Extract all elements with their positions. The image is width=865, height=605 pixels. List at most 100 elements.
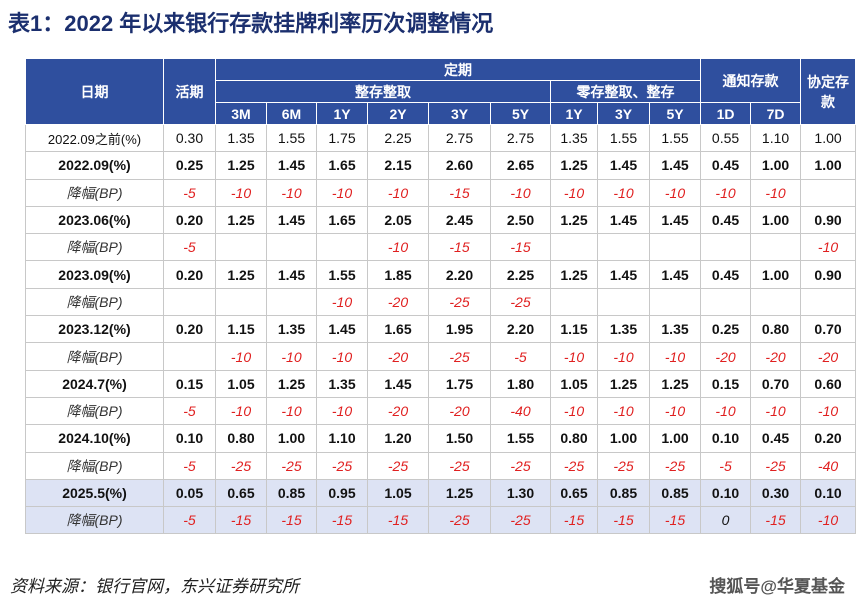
table-cell: 0.10 [700, 424, 752, 453]
table-cell: 1.25 [550, 151, 598, 180]
table-cell: -15 [648, 506, 702, 535]
table-cell: 1.00 [648, 424, 702, 453]
table-cell: -20 [428, 396, 491, 426]
table-cell [163, 287, 216, 317]
table-cell: 降幅(BP) [25, 342, 164, 371]
table-cell: 0.65 [215, 478, 267, 508]
table-cell: 降幅(BP) [25, 506, 164, 535]
table-cell [266, 287, 317, 317]
table-cell: 0.20 [163, 315, 216, 344]
table-cell: -5 [163, 506, 216, 535]
table-cell: -15 [750, 506, 802, 535]
table-cell [648, 287, 702, 317]
table-cell: 1.10 [316, 424, 368, 453]
table-cell: 2.20 [428, 260, 491, 289]
table-cell: 2022.09(%) [25, 151, 164, 180]
table-cell: 1.75 [316, 123, 368, 153]
table-cell: 1.00 [800, 151, 857, 180]
header-cell: 整存整取 [215, 80, 551, 103]
table-cell: -10 [490, 178, 551, 207]
table-cell: -25 [215, 451, 267, 480]
table-cell [700, 287, 752, 317]
table-cell: -10 [316, 178, 368, 207]
table-cell: 0.90 [800, 260, 857, 289]
table-cell: 1.80 [490, 369, 551, 398]
table-cell: 1.00 [597, 424, 650, 453]
table-cell: 2022.09之前(%) [25, 123, 164, 153]
table-cell: 1.85 [367, 260, 429, 289]
table-cell: -20 [367, 342, 429, 371]
table-cell: -10 [215, 396, 267, 426]
table-cell: -20 [800, 342, 857, 371]
table-row: 2023.09(%) 0.20 1.25 1.45 1.55 1.85 2.20 2.25 1.… [25, 260, 857, 289]
table-cell: -25 [550, 451, 598, 480]
table-cell: -20 [750, 342, 802, 371]
title: 表1：2022 年以来银行存款挂牌利率历次调整情况 [8, 11, 494, 36]
table-cell: -25 [648, 451, 702, 480]
table-cell [597, 287, 650, 317]
table-cell: -10 [597, 342, 650, 371]
table-cell: -20 [367, 287, 429, 317]
table-cell: 1.35 [316, 369, 368, 398]
table-cell: -10 [648, 178, 702, 207]
table-cell: 0.85 [597, 478, 650, 508]
table-cell: 2023.06(%) [25, 205, 164, 235]
table-cell: -10 [597, 396, 650, 426]
header-cell: 3M [215, 102, 267, 125]
table-cell: 1.05 [367, 478, 429, 508]
table-cell: 1.45 [597, 151, 650, 180]
table-row: 降幅(BP) -5 -25 -25 -25 -25 -25 -25 -25 -25 -25 -5 -25… [25, 451, 857, 480]
table-cell: 0.25 [163, 151, 216, 180]
table-cell: -10 [597, 178, 650, 207]
table-cell: -10 [800, 233, 857, 262]
table-cell: 0.10 [800, 478, 857, 508]
header-cell: 2Y [367, 102, 429, 125]
table-cell: -25 [490, 451, 551, 480]
table-cell: 2023.09(%) [25, 260, 164, 289]
table-cell: 0.95 [316, 478, 368, 508]
table-cell: 1.00 [800, 123, 857, 153]
table-cell: 1.45 [648, 151, 702, 180]
watermark: 搜狐号@华夏基金 [709, 577, 845, 596]
table-cell: -10 [215, 342, 267, 371]
table-cell: 1.45 [266, 151, 317, 180]
table-cell: 1.65 [316, 151, 368, 180]
table-cell: -25 [367, 451, 429, 480]
table-cell: 1.25 [215, 260, 267, 289]
table-cell: 0.45 [700, 151, 752, 180]
table-cell: -25 [428, 506, 491, 535]
table-cell: 2025.5(%) [25, 478, 164, 508]
table-cell: -15 [316, 506, 368, 535]
table-cell: 1.15 [550, 315, 598, 344]
rate-table: 日期 活期 定期 通知存款 协定存款 整存整取 零存整取、整存 3M 6M 1Y 2Y… [25, 58, 857, 535]
table-cell: 2.75 [428, 123, 491, 153]
table-cell: 1.20 [367, 424, 429, 453]
table-cell: -5 [163, 451, 216, 480]
table-row: 2023.06(%) 0.20 1.25 1.45 1.65 2.05 2.45 2.50 1.… [25, 205, 857, 235]
table-row: 2025.5(%) 0.05 0.65 0.85 0.95 1.05 1.25 1.30 0.6… [25, 478, 857, 508]
table-cell: 1.25 [266, 369, 317, 398]
table-cell: -10 [266, 396, 317, 426]
table-cell: -10 [316, 396, 368, 426]
table-row: 降幅(BP) -10 -10 -10 -20 -25 -5 -10 -10 -10 -20 -20 -2… [25, 342, 857, 371]
table-cell: -10 [367, 233, 429, 262]
table-cell: 1.35 [550, 123, 598, 153]
table-cell: 1.25 [648, 369, 702, 398]
table-cell [800, 287, 857, 317]
table-cell: 1.55 [266, 123, 317, 153]
table-cell: 0.45 [700, 260, 752, 289]
table-cell: 0.70 [750, 369, 802, 398]
table-cell: 1.45 [266, 260, 317, 289]
table-cell: -10 [648, 396, 702, 426]
table-cell: 0.80 [550, 424, 598, 453]
table-cell: 降幅(BP) [25, 287, 164, 317]
table-cell: 降幅(BP) [25, 178, 164, 207]
table-cell: 0 [700, 506, 752, 535]
header-cell: 5Y [490, 102, 551, 125]
header-cell: 3Y [597, 102, 650, 125]
table-cell: 1.50 [428, 424, 491, 453]
table-cell: 1.55 [648, 123, 702, 153]
table-cell [800, 178, 857, 207]
table-cell: -25 [316, 451, 368, 480]
table-cell: -15 [490, 233, 551, 262]
